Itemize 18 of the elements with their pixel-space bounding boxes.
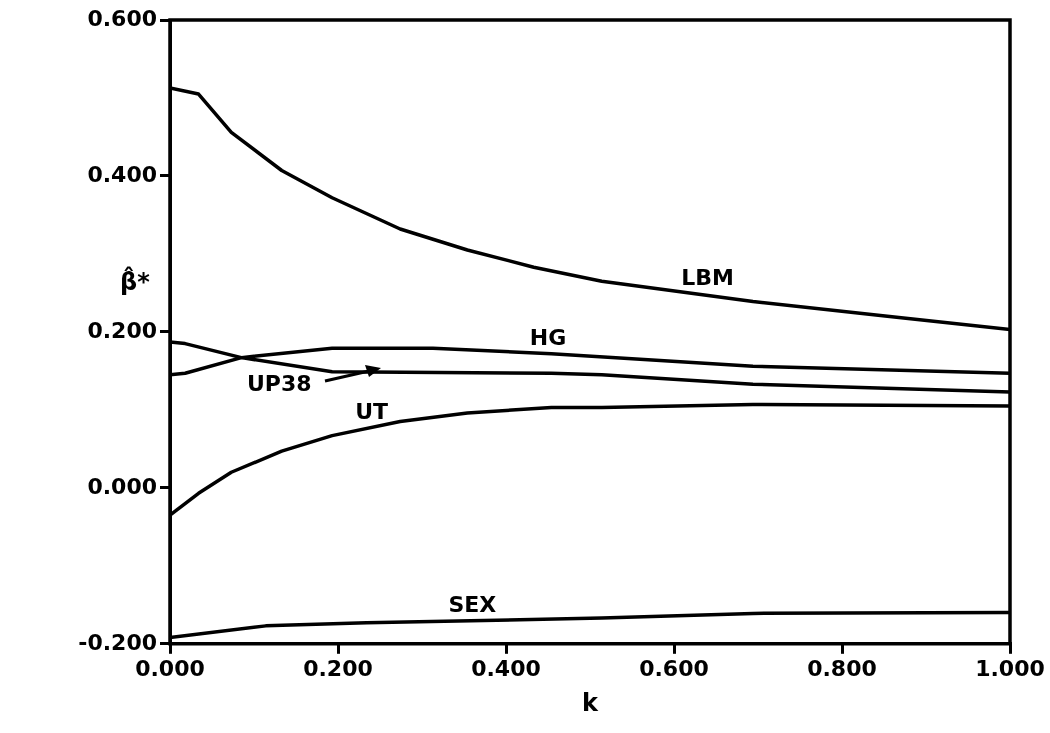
- series-label: UT: [355, 399, 389, 425]
- x-tick-label: 0.000: [135, 655, 205, 681]
- x-tick-label: 0.800: [807, 655, 877, 681]
- x-axis-title: k: [582, 688, 600, 717]
- y-axis-title: β̂*: [120, 265, 151, 297]
- y-tick-label: -0.200: [78, 629, 157, 655]
- y-tick-label: 0.200: [87, 317, 157, 343]
- series-label: LBM: [681, 265, 734, 291]
- x-tick-label: 0.400: [471, 655, 541, 681]
- y-tick-label: 0.600: [87, 5, 157, 31]
- y-tick-label: 0.000: [87, 473, 157, 499]
- legend-label: UP38: [246, 371, 312, 397]
- series-label: HG: [529, 325, 567, 351]
- x-tick-label: 0.600: [639, 655, 709, 681]
- series-label: SEX: [448, 592, 497, 618]
- x-tick-label: 0.200: [303, 655, 373, 681]
- y-tick-label: 0.400: [87, 161, 157, 187]
- x-tick-label: 1.000: [975, 655, 1045, 681]
